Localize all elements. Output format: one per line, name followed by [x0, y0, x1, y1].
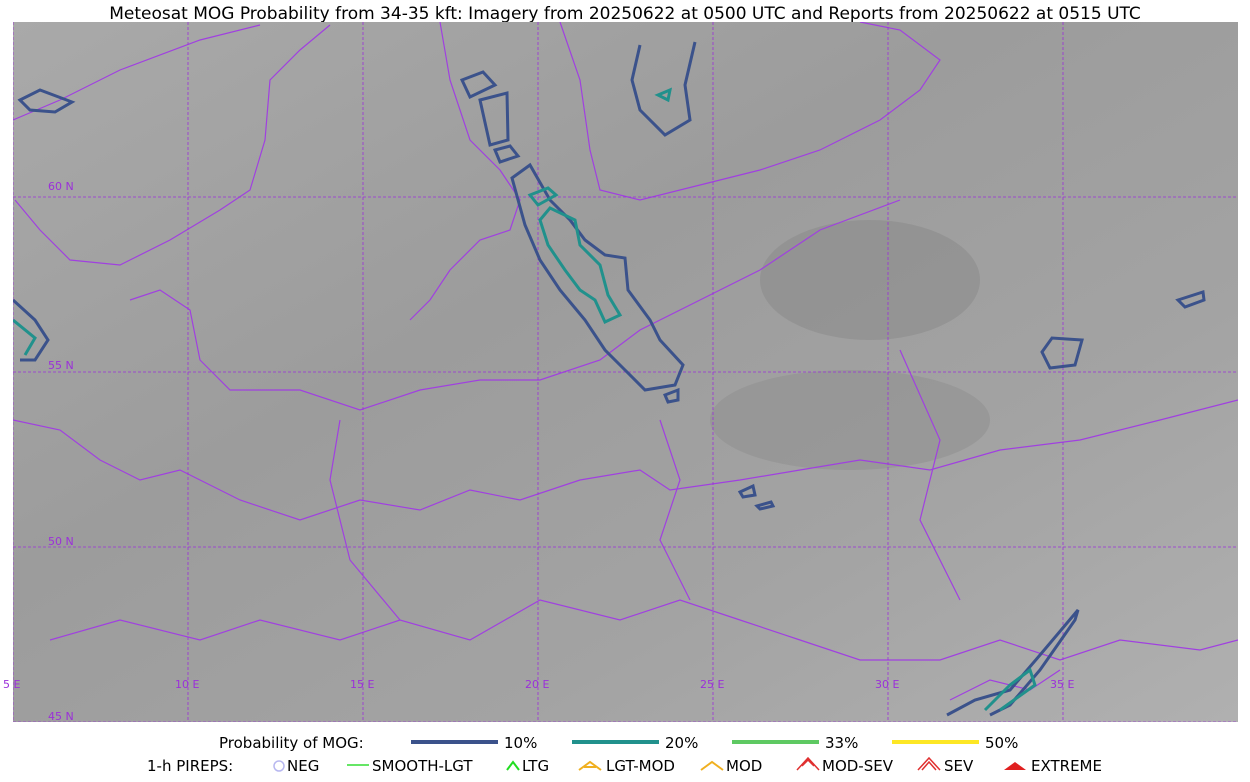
lat-label: 60 N	[48, 180, 74, 193]
legend: Probability of MOG: 10% 20% 33% 50%	[219, 734, 1018, 752]
contour-10	[17, 70, 521, 164]
pirep-icon	[273, 760, 285, 772]
lat-label: 45 N	[48, 710, 74, 723]
pirep-icon	[917, 756, 941, 771]
legend-label: 33%	[825, 734, 858, 752]
border	[329, 349, 961, 621]
contour-20	[527, 186, 623, 324]
pirep-icon	[796, 756, 820, 771]
pirep-label: MOD-SEV	[822, 757, 894, 775]
pirep-label: LTG	[522, 757, 549, 775]
legend-label: 20%	[665, 734, 698, 752]
lon-label: 30 E	[875, 678, 899, 691]
legend-label: 50%	[985, 734, 1018, 752]
lat-label: 55 N	[48, 359, 74, 372]
border	[49, 599, 1238, 661]
mog-contours	[13, 41, 1206, 717]
pirep-label: MOD	[726, 757, 762, 775]
lon-label: 20 E	[525, 678, 549, 691]
pirep-label: NEG	[287, 757, 319, 775]
lat-label: 50 N	[48, 535, 74, 548]
imagery-feature	[710, 370, 990, 470]
lon-label: 15 E	[350, 678, 374, 691]
pirep-icon	[578, 760, 602, 771]
imagery-feature	[760, 220, 980, 340]
pirep-label: SEV	[944, 757, 974, 775]
pirep-legend: 1-h PIREPS: NEG SMOOTH-LGT LTG LGT-MOD M…	[147, 756, 1102, 775]
lon-label: 35 E	[1050, 678, 1074, 691]
pirep-label: LGT-MOD	[606, 757, 675, 775]
title: Meteosat MOG Probability from 34-35 kft:…	[109, 4, 1141, 24]
coastline	[409, 22, 521, 321]
graticule-labels: 60 N 55 N 50 N 45 N 5 E 10 E 15 E 20 E 2…	[3, 180, 1074, 723]
pirep-icon	[700, 760, 724, 771]
contour-10	[630, 41, 697, 137]
lon-label: 5 E	[3, 678, 20, 691]
pirep-icon	[506, 760, 520, 771]
pirep-label: EXTREME	[1031, 757, 1102, 775]
pirep-title: 1-h PIREPS:	[147, 757, 233, 775]
legend-title: Probability of MOG:	[219, 734, 364, 752]
contour-10	[663, 290, 1206, 511]
coastline	[129, 199, 901, 411]
map	[13, 22, 1238, 722]
pirep-label: SMOOTH-LGT	[372, 757, 473, 775]
legend-label: 10%	[504, 734, 537, 752]
contour-10	[13, 298, 1080, 717]
border	[13, 399, 1238, 521]
pirep-icon	[1004, 762, 1026, 770]
contour-10	[510, 162, 685, 392]
lon-label: 25 E	[700, 678, 724, 691]
contour-20	[13, 87, 1037, 712]
coastline	[559, 22, 941, 201]
coastline	[13, 24, 331, 266]
lon-label: 10 E	[175, 678, 199, 691]
